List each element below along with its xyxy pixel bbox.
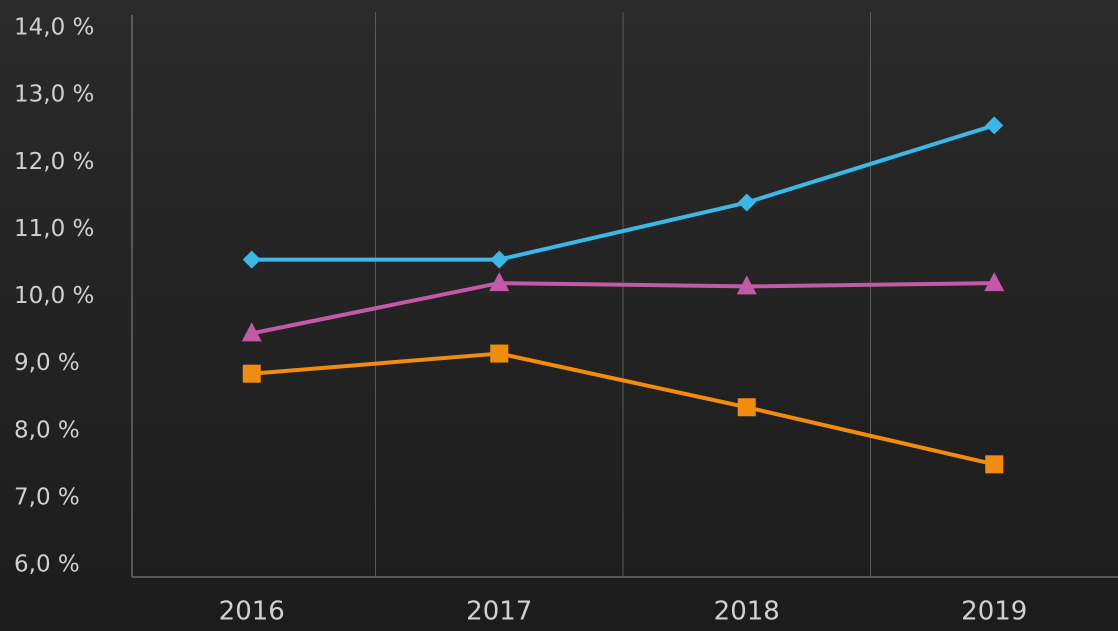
marker bbox=[984, 272, 1005, 292]
marker bbox=[489, 272, 510, 292]
y-tick-label: 8,0 % bbox=[14, 417, 80, 443]
y-tick-label: 11,0 % bbox=[14, 216, 94, 242]
y-tick-label: 10,0 % bbox=[14, 283, 94, 309]
y-tick-label: 13,0 % bbox=[14, 82, 94, 108]
x-tick-label: 2018 bbox=[714, 597, 780, 627]
y-tick-label: 9,0 % bbox=[14, 350, 80, 376]
x-tick-label: 2016 bbox=[219, 597, 285, 627]
y-tick-label: 12,0 % bbox=[14, 149, 94, 175]
marker bbox=[242, 250, 261, 269]
marker bbox=[490, 250, 509, 269]
marker bbox=[985, 116, 1004, 135]
y-tick-label: 6,0 % bbox=[14, 552, 80, 578]
marker bbox=[737, 193, 756, 212]
series-line bbox=[251, 281, 995, 336]
marker bbox=[985, 455, 1004, 474]
x-tick-label: 2019 bbox=[961, 597, 1027, 627]
marker bbox=[490, 344, 509, 363]
marker bbox=[241, 322, 262, 342]
series-line bbox=[251, 351, 995, 467]
marker bbox=[242, 364, 261, 383]
marker bbox=[736, 275, 757, 295]
series-line bbox=[251, 123, 995, 262]
y-tick-label: 7,0 % bbox=[14, 484, 80, 510]
y-tick-label: 14,0 % bbox=[14, 15, 94, 41]
marker bbox=[737, 398, 756, 417]
x-tick-label: 2017 bbox=[466, 597, 532, 627]
